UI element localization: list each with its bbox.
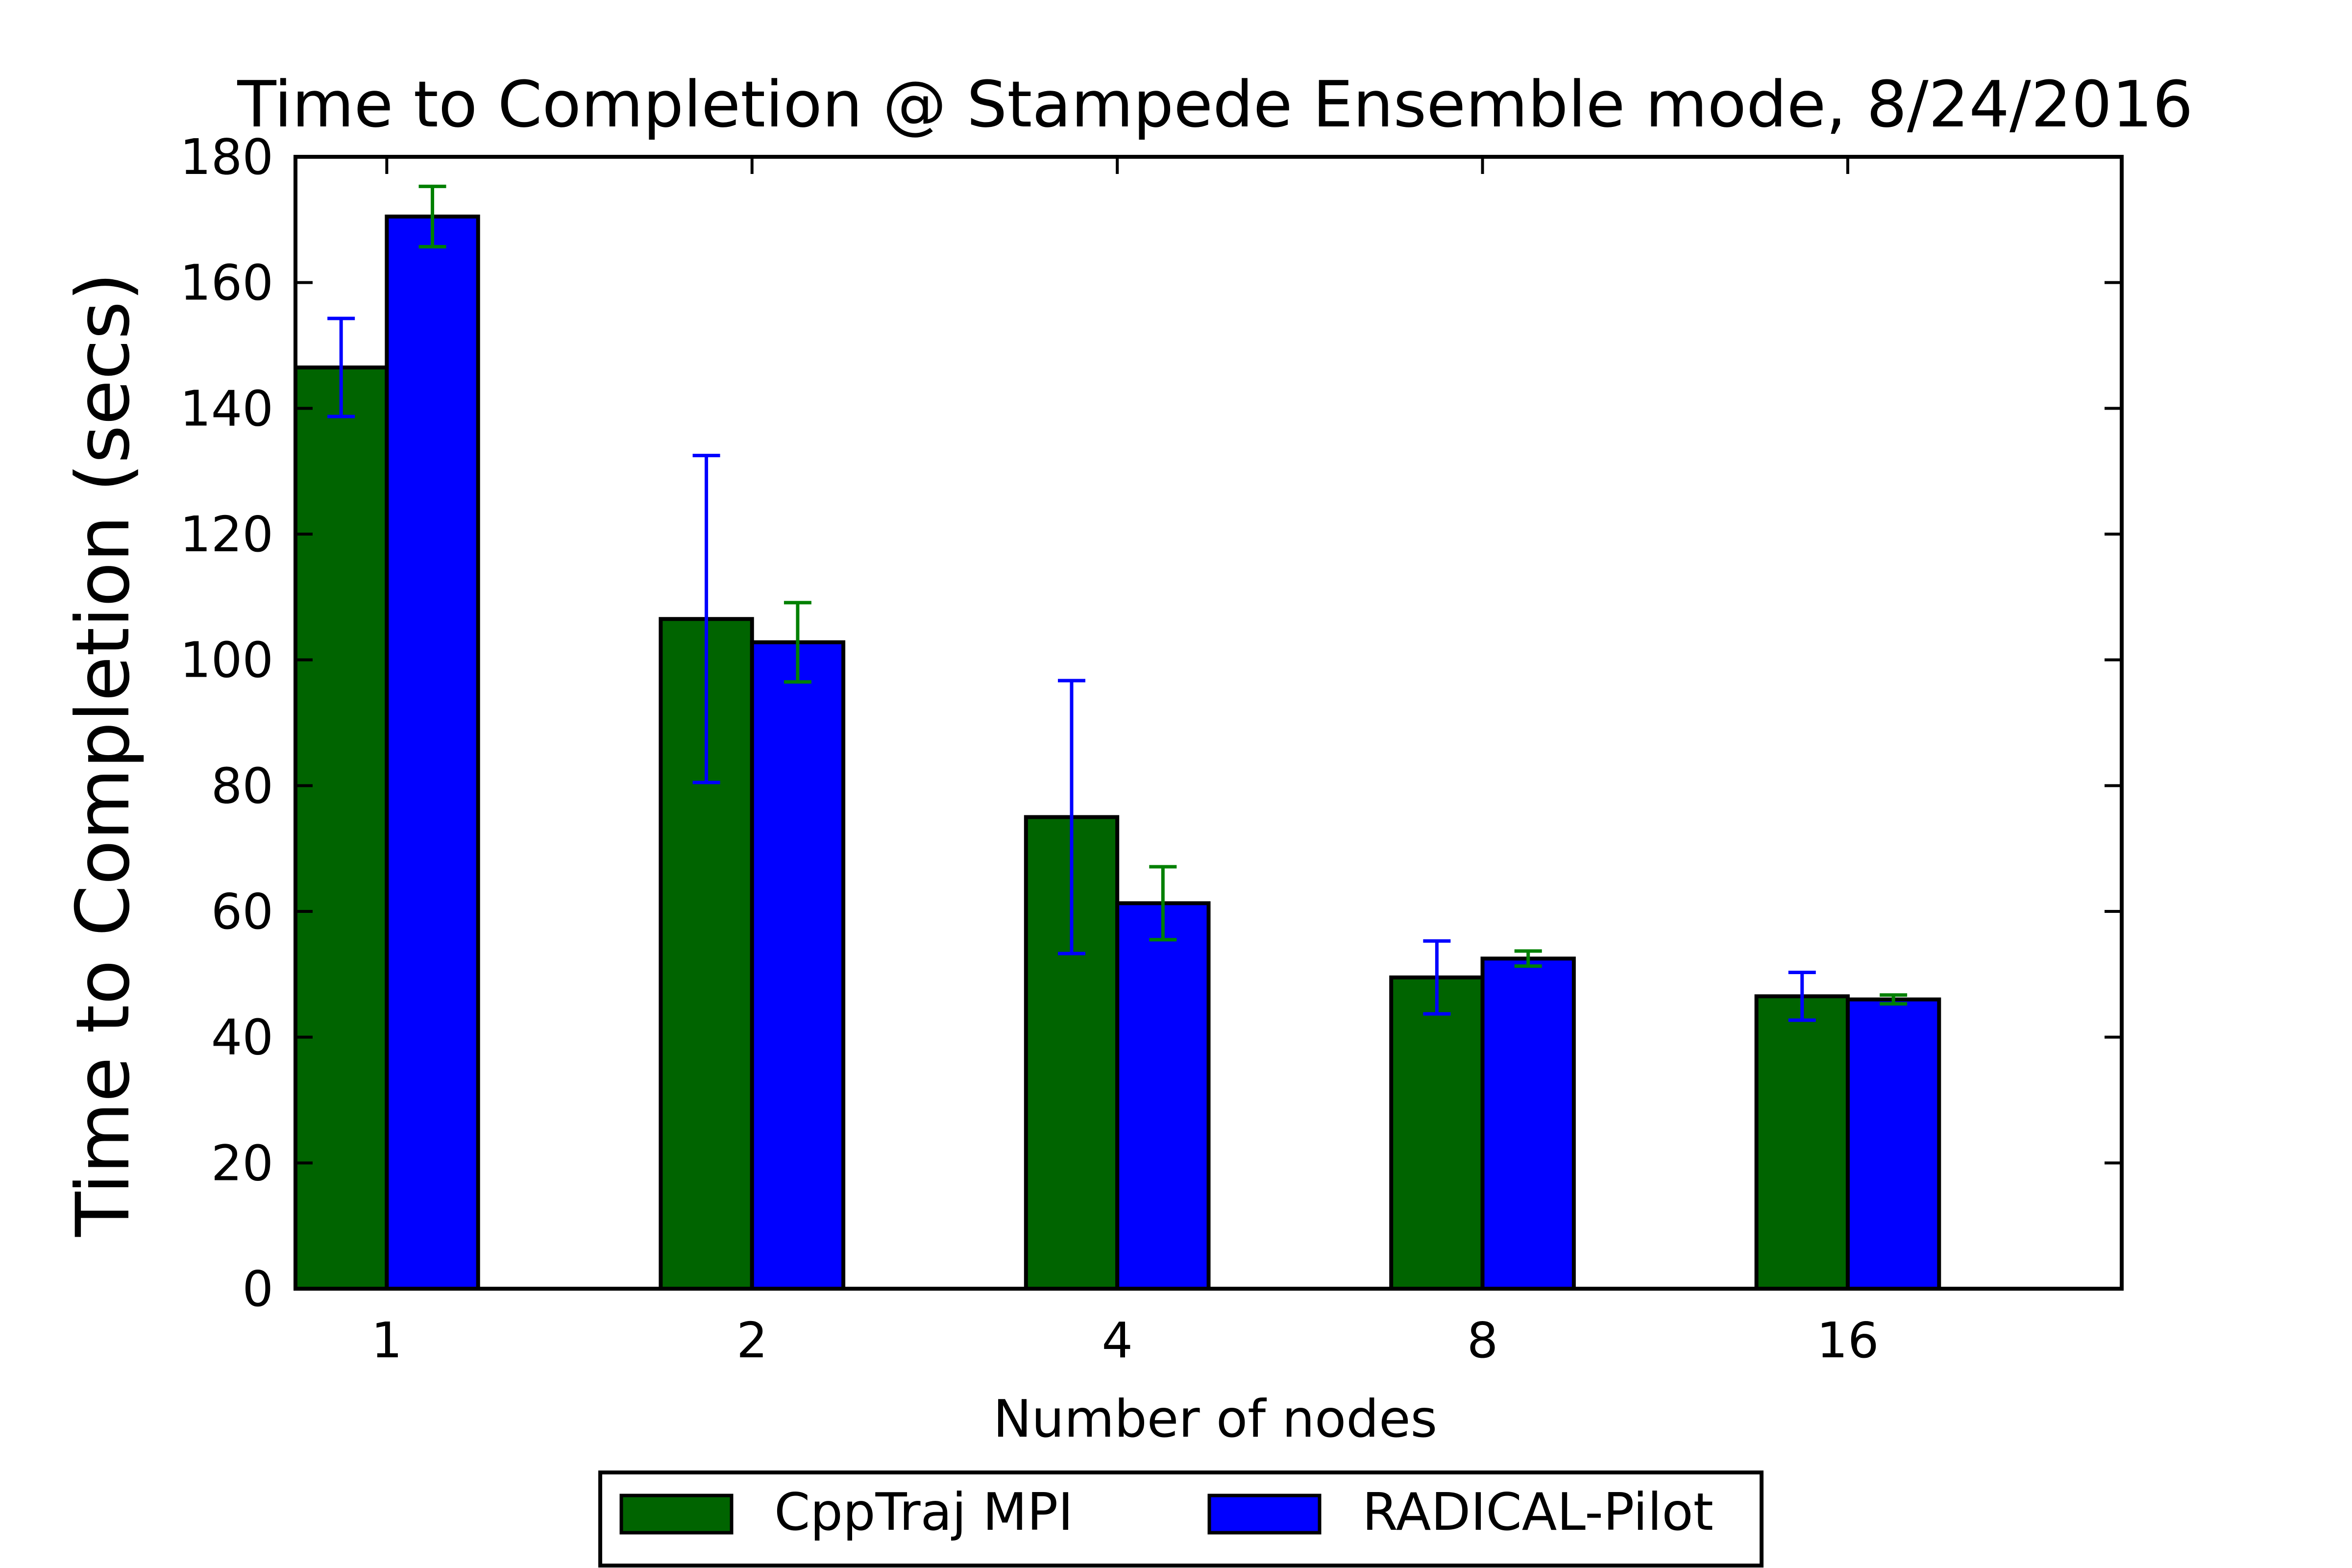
legend-label-radical-pilot: RADICAL-Pilot — [1362, 1482, 1714, 1542]
legend-swatch-cpptraj-mpi — [619, 1494, 734, 1535]
errorbar-cpptraj-mpi-2 — [692, 454, 720, 784]
errorbar-radical-pilot-2 — [784, 601, 811, 684]
x-tick-label: 1 — [371, 1312, 403, 1369]
y-tick-label: 140 — [180, 380, 273, 437]
y-tick-label: 180 — [180, 128, 273, 186]
y-tick-label: 40 — [211, 1009, 273, 1066]
errorbar-cpptraj-mpi-16 — [1788, 970, 1816, 1022]
bar-radical-pilot-2 — [750, 640, 846, 1291]
chart-title: Time to Completion @ Stampede Ensemble m… — [237, 67, 2193, 142]
y-tick-label: 100 — [180, 632, 273, 689]
errorbar-radical-pilot-8 — [1514, 949, 1542, 968]
bar-radical-pilot-1 — [385, 214, 480, 1291]
y-axis-label: Time to Completion (secs) — [61, 272, 146, 1237]
x-tick-label: 16 — [1816, 1312, 1879, 1369]
bar-radical-pilot-4 — [1115, 901, 1211, 1291]
legend-label-cpptraj-mpi: CppTraj MPI — [774, 1482, 1073, 1542]
plot-frame — [294, 155, 2124, 1291]
bar-radical-pilot-8 — [1480, 956, 1576, 1291]
bar-cpptraj-mpi-8 — [1389, 975, 1485, 1291]
bars-layer — [294, 214, 1941, 1291]
axes: 0 20 40 60 80 100 120 140 160 180 1 2 4 8 16 — [180, 128, 2124, 1369]
y-tick-label: 20 — [211, 1134, 273, 1192]
errorbar-cpptraj-mpi-8 — [1423, 939, 1451, 1016]
errorbar-cpptraj-mpi-1 — [327, 317, 355, 418]
y-tick-label: 60 — [211, 883, 273, 940]
errorbar-radical-pilot-4 — [1149, 865, 1177, 942]
bar-radical-pilot-16 — [1845, 997, 1941, 1291]
errorbar-cpptraj-mpi-4 — [1057, 679, 1085, 956]
x-axis-label: Number of nodes — [993, 1389, 1438, 1449]
x-tick-label: 2 — [736, 1312, 768, 1369]
x-tick-label: 4 — [1102, 1312, 1133, 1369]
legend-frame — [598, 1470, 1764, 1568]
y-tick-label: 0 — [242, 1260, 273, 1318]
errorbar-radical-pilot-16 — [1880, 993, 1908, 1006]
y-tick-label: 80 — [211, 757, 273, 814]
errorbar-radical-pilot-1 — [418, 184, 446, 249]
legend: CppTraj MPI RADICAL-Pilot — [598, 1470, 1764, 1568]
errorbars-layer — [327, 184, 1908, 1022]
y-tick-label: 160 — [180, 254, 273, 312]
bar-cpptraj-mpi-1 — [294, 365, 389, 1291]
legend-swatch-radical-pilot — [1207, 1494, 1322, 1535]
bar-cpptraj-mpi-16 — [1754, 994, 1850, 1291]
y-tick-label: 120 — [180, 506, 273, 563]
x-tick-label: 8 — [1467, 1312, 1498, 1369]
